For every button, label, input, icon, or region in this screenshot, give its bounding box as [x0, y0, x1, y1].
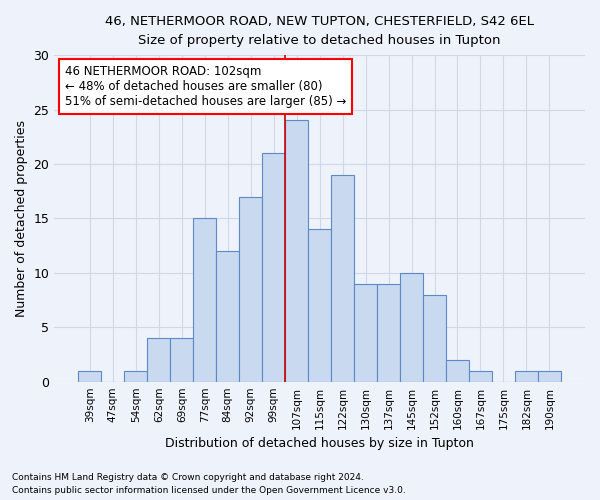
Bar	[170, 338, 193, 382]
Bar	[262, 153, 285, 382]
Bar	[79, 371, 101, 382]
Bar	[124, 371, 148, 382]
Bar	[469, 371, 492, 382]
Bar	[331, 175, 354, 382]
Bar	[423, 294, 446, 382]
Bar	[239, 196, 262, 382]
Bar	[354, 284, 377, 382]
Bar	[515, 371, 538, 382]
Y-axis label: Number of detached properties: Number of detached properties	[15, 120, 28, 317]
Bar	[400, 273, 423, 382]
Bar	[377, 284, 400, 382]
Bar	[148, 338, 170, 382]
Bar	[216, 251, 239, 382]
Text: Contains HM Land Registry data © Crown copyright and database right 2024.
Contai: Contains HM Land Registry data © Crown c…	[12, 474, 406, 495]
Text: 46 NETHERMOOR ROAD: 102sqm
← 48% of detached houses are smaller (80)
51% of semi: 46 NETHERMOOR ROAD: 102sqm ← 48% of deta…	[65, 65, 346, 108]
X-axis label: Distribution of detached houses by size in Tupton: Distribution of detached houses by size …	[165, 437, 474, 450]
Bar	[308, 230, 331, 382]
Title: 46, NETHERMOOR ROAD, NEW TUPTON, CHESTERFIELD, S42 6EL
Size of property relative: 46, NETHERMOOR ROAD, NEW TUPTON, CHESTER…	[105, 15, 534, 47]
Bar	[193, 218, 216, 382]
Bar	[285, 120, 308, 382]
Bar	[538, 371, 561, 382]
Bar	[446, 360, 469, 382]
